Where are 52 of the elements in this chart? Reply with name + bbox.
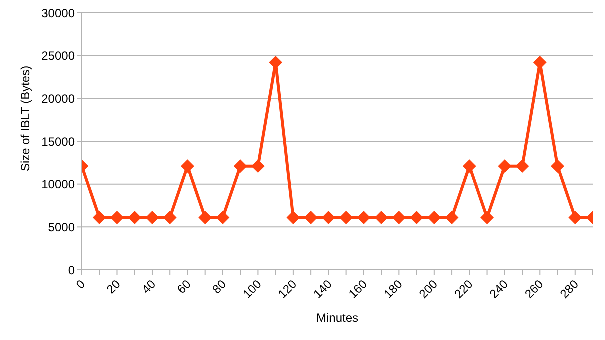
point <box>164 211 177 224</box>
y-tick-label: 5000 <box>48 220 76 234</box>
x-tick-label: 180 <box>381 277 406 302</box>
point <box>128 211 142 224</box>
point <box>286 211 300 224</box>
y-tick-label: 0 <box>68 263 76 278</box>
x-tick-label: 140 <box>310 277 336 302</box>
y-tick-label: 15000 <box>42 134 76 149</box>
point <box>340 211 353 224</box>
point <box>446 211 459 224</box>
point <box>304 211 318 224</box>
x-tick-label: 0 <box>73 277 88 292</box>
x-axis-title: Minutes <box>316 311 359 325</box>
point <box>181 160 194 173</box>
point <box>357 211 370 224</box>
point <box>410 211 424 224</box>
x-tick-label: 120 <box>276 277 300 302</box>
y-tick-label: 20000 <box>42 92 76 106</box>
y-tick-label: 30000 <box>42 6 76 20</box>
point <box>463 160 476 173</box>
x-tick-label: 200 <box>416 277 441 302</box>
y-tick-label: 10000 <box>42 178 76 192</box>
point <box>375 211 388 224</box>
point <box>269 56 282 70</box>
point <box>568 211 582 224</box>
x-tick-label: 60 <box>174 277 194 297</box>
y-tick-label: 25000 <box>42 49 76 64</box>
point <box>428 211 441 224</box>
x-tick-label: 280 <box>557 277 582 302</box>
x-tick-label: 80 <box>210 277 230 297</box>
y-axis-title: Size of IBLT (Bytes) <box>18 66 32 172</box>
x-tick-label: 20 <box>104 277 124 297</box>
point <box>93 211 106 224</box>
point <box>392 211 406 224</box>
x-tick-label: 160 <box>346 277 370 302</box>
x-tick-label: 220 <box>452 277 476 302</box>
point <box>480 211 494 224</box>
point <box>146 211 159 224</box>
point <box>198 211 212 224</box>
x-tick-label: 260 <box>522 277 546 302</box>
point <box>216 211 230 224</box>
point <box>498 160 512 173</box>
point <box>234 160 248 173</box>
x-tick-label: 100 <box>240 277 265 302</box>
point <box>551 160 564 173</box>
x-tick-label: 40 <box>139 277 159 297</box>
x-tick-label: 240 <box>486 277 512 302</box>
point <box>110 211 124 224</box>
point <box>516 160 530 173</box>
point <box>534 56 547 70</box>
point <box>252 160 265 173</box>
point <box>322 211 336 224</box>
